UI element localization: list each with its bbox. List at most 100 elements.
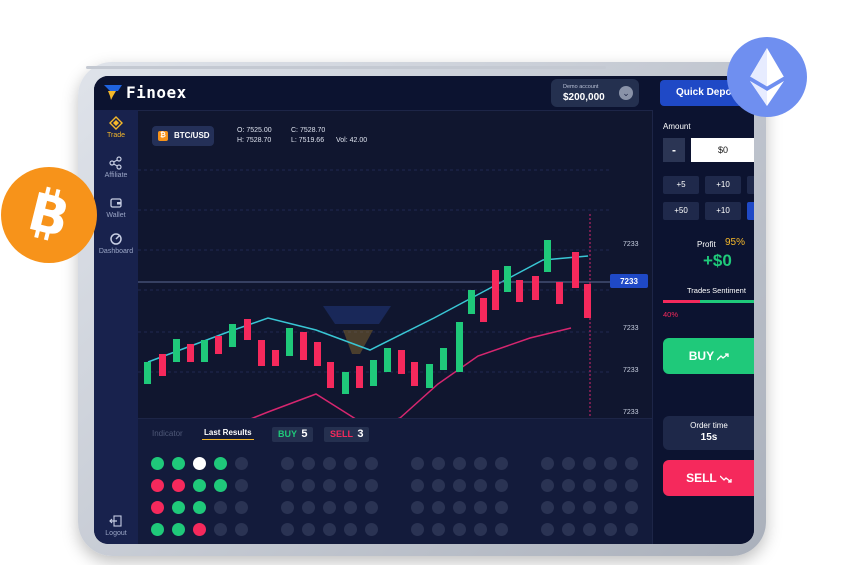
result-dot	[302, 523, 315, 536]
sidebar-item-trade[interactable]: Trade	[94, 116, 138, 139]
result-dot	[214, 523, 227, 536]
result-dot	[344, 479, 357, 492]
candle	[411, 362, 418, 386]
price-chart[interactable]: 723372337233723372331726507233:5805:5906…	[138, 110, 652, 418]
result-dot	[432, 479, 445, 492]
result-dot	[453, 523, 466, 536]
result-dot	[583, 501, 596, 514]
sell-button-label: SELL	[686, 471, 717, 485]
sidebar-item-dashboard[interactable]: Dashboard	[94, 232, 138, 255]
sidebar-item-affiliate[interactable]: Affiliate	[94, 156, 138, 179]
sentiment-sell-fill	[663, 300, 700, 303]
sell-results-count: 3	[357, 428, 364, 440]
sentiment-label: Trades Sentiment	[687, 286, 746, 295]
candle	[584, 284, 591, 318]
result-dot	[495, 523, 508, 536]
candle	[544, 240, 551, 272]
result-dot	[151, 479, 164, 492]
order-time-value: 15s	[700, 432, 718, 443]
result-dot	[172, 501, 185, 514]
result-dot	[474, 523, 487, 536]
result-dot	[495, 501, 508, 514]
ethereum-icon	[727, 37, 807, 117]
result-dot	[495, 457, 508, 470]
buy-button[interactable]: BUY	[663, 338, 754, 374]
result-dot	[235, 457, 248, 470]
result-dot	[281, 457, 294, 470]
candle	[480, 298, 487, 322]
candle	[572, 252, 579, 288]
sell-button[interactable]: SELL	[663, 460, 754, 496]
demo-account-balance: $200,000	[563, 92, 605, 103]
quick-amount-10[interactable]: +10	[705, 176, 741, 194]
buy-results-badge: BUY 5	[272, 427, 314, 442]
candle	[504, 266, 511, 292]
trend-up-icon	[716, 353, 729, 361]
tab-last-results[interactable]: Last Results	[202, 428, 254, 440]
result-dot	[214, 479, 227, 492]
candle	[492, 270, 499, 310]
order-time-label: Order time	[690, 421, 728, 430]
sidebar: Trade Affiliate Wallet Dashbo	[94, 110, 138, 544]
candle	[201, 340, 208, 362]
tab-indicator[interactable]: Indicator	[152, 429, 183, 438]
result-dot	[365, 501, 378, 514]
quick-amount-5[interactable]: +5	[663, 176, 699, 194]
logout-icon	[109, 515, 122, 527]
candle	[370, 360, 377, 386]
quick-amount-extra[interactable]	[747, 176, 754, 194]
result-dot	[541, 479, 554, 492]
result-dot	[625, 479, 638, 492]
result-dot	[411, 479, 424, 492]
trend-down-icon	[719, 475, 732, 483]
buy-results-count: 5	[301, 428, 308, 440]
result-dot	[604, 501, 617, 514]
price-tick-label: 7233	[623, 241, 639, 248]
low-value: L: 7519.66	[291, 137, 325, 144]
current-price-label: 7233	[620, 277, 638, 286]
candle	[532, 276, 539, 300]
candle	[556, 282, 563, 304]
share-icon	[109, 156, 122, 170]
bitcoin-small-icon: ₿	[158, 131, 168, 141]
result-dot	[302, 479, 315, 492]
amount-decrease-button[interactable]: -	[663, 138, 685, 162]
buy-results-label: BUY	[278, 429, 297, 439]
watermark-logo	[343, 330, 373, 354]
result-dot	[604, 479, 617, 492]
candle	[187, 344, 194, 362]
result-dot	[625, 501, 638, 514]
result-dot	[541, 501, 554, 514]
price-tick-label: 7233	[623, 325, 639, 332]
result-dot	[365, 479, 378, 492]
demo-account-selector[interactable]: Demo account $200,000 ⌄	[551, 79, 639, 107]
candle	[229, 324, 236, 347]
result-dot	[323, 523, 336, 536]
result-dot	[583, 479, 596, 492]
candle	[258, 340, 265, 366]
result-dot	[193, 523, 206, 536]
chevron-down-icon[interactable]: ⌄	[619, 86, 633, 100]
quick-amount-10-second[interactable]: +10	[705, 202, 741, 220]
result-dot	[474, 457, 487, 470]
current-price-tag	[610, 274, 648, 288]
app-screen: Finoex Demo account $200,000 ⌄ Quick Dep…	[94, 76, 754, 544]
logout-button[interactable]: Logout	[94, 514, 138, 537]
result-dot	[411, 501, 424, 514]
result-dot	[432, 501, 445, 514]
result-dot	[235, 479, 248, 492]
candlestick-chart[interactable]: 723372337233723372331726507233:5805:5906…	[138, 110, 652, 418]
demo-account-label: Demo account	[563, 84, 599, 90]
buy-button-label: BUY	[688, 349, 714, 363]
order-time-selector[interactable]: Order time 15s	[663, 416, 754, 450]
candle	[440, 348, 447, 370]
quick-amount-active[interactable]	[747, 202, 754, 220]
pair-selector[interactable]: ₿ BTC/USD	[152, 126, 214, 146]
sidebar-item-wallet[interactable]: Wallet	[94, 196, 138, 219]
quick-amount-50[interactable]: +50	[663, 202, 699, 220]
candle	[398, 350, 405, 374]
top-bar: Finoex Demo account $200,000 ⌄ Quick Dep…	[94, 76, 754, 111]
result-dot	[625, 457, 638, 470]
profit-percent: 95%	[725, 237, 746, 248]
amount-input[interactable]: $0	[691, 138, 754, 162]
